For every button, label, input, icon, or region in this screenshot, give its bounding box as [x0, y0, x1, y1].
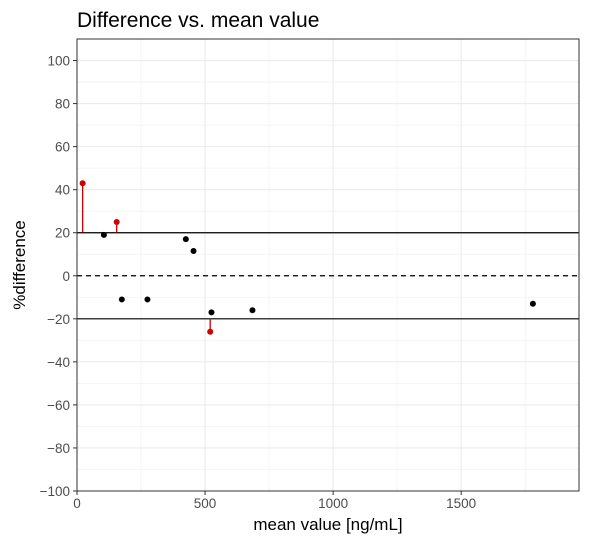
x-axis-title: mean value [ng/mL]	[253, 515, 402, 534]
x-tick-label: 500	[194, 496, 217, 511]
chart-title: Difference vs. mean value	[77, 9, 319, 32]
data-point	[529, 300, 536, 307]
x-tick-label: 1500	[446, 496, 476, 511]
x-tick-label: 1000	[318, 496, 348, 511]
data-point	[100, 231, 107, 238]
outlier-point	[113, 218, 120, 225]
reference-lines	[77, 232, 579, 320]
y-tick-label: 20	[55, 226, 70, 241]
x-tick-label: 0	[73, 496, 81, 511]
outlier-point	[207, 328, 214, 335]
grid	[76, 39, 579, 492]
y-tick-label: 100	[47, 54, 70, 69]
y-tick-label: 0	[62, 269, 70, 284]
y-tick-label: −60	[47, 398, 70, 413]
y-tick-label: 40	[55, 183, 70, 198]
plot-panel-border	[76, 38, 580, 492]
stems	[81, 183, 211, 332]
data-point	[208, 309, 215, 316]
points	[79, 180, 536, 335]
data-point	[249, 307, 256, 314]
y-tick-label: −40	[47, 355, 70, 370]
y-axis-title: %difference	[10, 220, 29, 309]
axis-ticks: 0 500 1000 1500 −100 −80 −60 −40 −20 0 20 40 60 80 100	[40, 54, 477, 511]
data-point	[118, 296, 125, 303]
y-tick-label: −80	[47, 441, 70, 456]
data-point	[190, 248, 197, 255]
data-point	[182, 236, 189, 243]
y-tick-label: −20	[47, 312, 70, 327]
y-tick-label: 80	[55, 97, 70, 112]
y-tick-label: −100	[40, 484, 70, 499]
data-point	[144, 296, 151, 303]
outlier-point	[79, 180, 86, 187]
y-tick-label: 60	[55, 140, 70, 155]
